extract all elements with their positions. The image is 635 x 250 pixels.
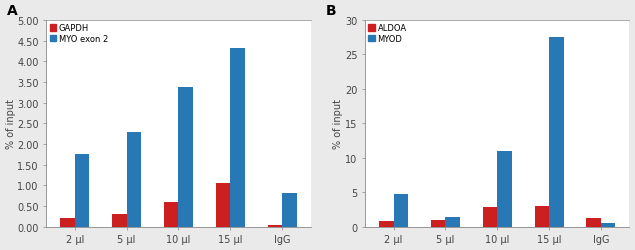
Bar [282,193,297,227]
Y-axis label: % of input: % of input [6,99,15,149]
Text: B: B [325,4,336,18]
Bar [126,132,141,227]
Bar [178,88,193,227]
Bar [586,218,601,227]
Bar [483,207,497,227]
Bar [394,194,408,227]
Y-axis label: % of input: % of input [333,99,344,149]
Bar [164,202,178,227]
Bar [379,221,394,227]
Bar [231,49,244,227]
Text: A: A [6,4,17,18]
Legend: GAPDH, MYO exon 2: GAPDH, MYO exon 2 [48,22,110,46]
Bar [431,220,445,227]
Bar [549,38,564,227]
Bar [535,206,549,227]
Legend: ALDOA, MYOD: ALDOA, MYOD [366,22,408,46]
Bar [601,223,615,227]
Bar [75,154,90,227]
Bar [216,184,231,227]
Bar [60,218,75,227]
Bar [112,214,126,227]
Bar [267,225,282,227]
Bar [445,217,460,227]
Bar [497,152,512,227]
